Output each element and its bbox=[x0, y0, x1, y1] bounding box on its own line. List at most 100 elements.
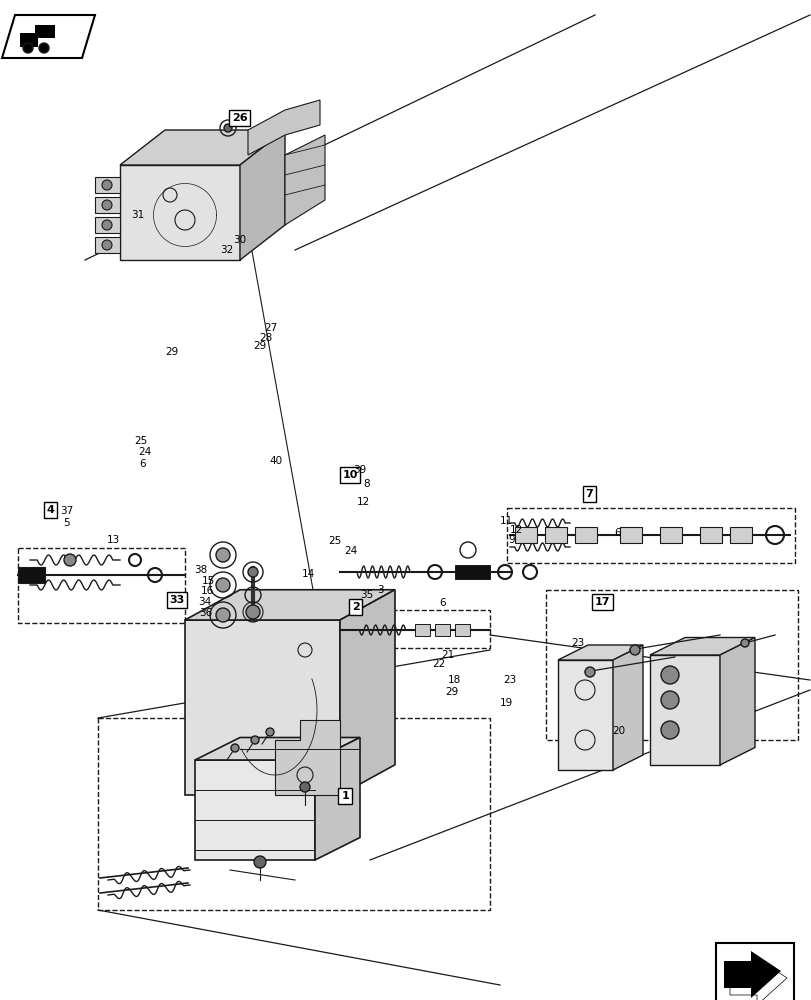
Text: 1: 1 bbox=[341, 791, 349, 801]
Text: 37: 37 bbox=[60, 506, 73, 516]
Polygon shape bbox=[574, 527, 596, 543]
Circle shape bbox=[230, 744, 238, 752]
Text: 21: 21 bbox=[440, 650, 453, 660]
Text: 27: 27 bbox=[264, 323, 277, 333]
Text: 4: 4 bbox=[46, 505, 54, 515]
Text: 29: 29 bbox=[165, 347, 178, 357]
Polygon shape bbox=[285, 135, 324, 225]
Circle shape bbox=[216, 548, 230, 562]
Polygon shape bbox=[315, 738, 359, 860]
Polygon shape bbox=[514, 527, 536, 543]
Text: 26: 26 bbox=[231, 113, 247, 123]
Polygon shape bbox=[719, 638, 754, 765]
Circle shape bbox=[247, 567, 258, 577]
Polygon shape bbox=[649, 655, 719, 765]
Polygon shape bbox=[95, 197, 120, 213]
Polygon shape bbox=[120, 130, 285, 165]
Circle shape bbox=[64, 554, 76, 566]
Circle shape bbox=[251, 736, 259, 744]
Text: 10: 10 bbox=[342, 470, 357, 480]
Text: 6: 6 bbox=[439, 598, 445, 608]
Text: 29: 29 bbox=[444, 687, 457, 697]
Text: 12: 12 bbox=[357, 497, 370, 507]
Text: 12: 12 bbox=[509, 525, 522, 535]
Text: 30: 30 bbox=[233, 235, 246, 245]
Text: 7: 7 bbox=[585, 489, 593, 499]
Polygon shape bbox=[723, 951, 780, 998]
Polygon shape bbox=[715, 943, 793, 1000]
Polygon shape bbox=[620, 527, 642, 543]
Polygon shape bbox=[435, 624, 449, 636]
Polygon shape bbox=[185, 620, 340, 795]
Text: 20: 20 bbox=[611, 726, 624, 736]
Text: 5: 5 bbox=[63, 518, 70, 528]
Polygon shape bbox=[20, 25, 55, 47]
Circle shape bbox=[660, 691, 678, 709]
Circle shape bbox=[254, 856, 266, 868]
Text: 34: 34 bbox=[198, 597, 211, 607]
Circle shape bbox=[102, 200, 112, 210]
Circle shape bbox=[246, 605, 260, 619]
Polygon shape bbox=[275, 720, 340, 795]
Text: 2: 2 bbox=[351, 602, 359, 612]
Text: 6: 6 bbox=[139, 459, 145, 469]
Text: 8: 8 bbox=[363, 479, 370, 489]
Text: 11: 11 bbox=[500, 516, 513, 526]
Text: 39: 39 bbox=[353, 465, 366, 475]
Text: 33: 33 bbox=[169, 595, 184, 605]
Text: 31: 31 bbox=[131, 210, 144, 220]
Polygon shape bbox=[240, 130, 285, 260]
Text: 18: 18 bbox=[448, 675, 461, 685]
Text: 14: 14 bbox=[302, 569, 315, 579]
Text: 40: 40 bbox=[269, 456, 282, 466]
Circle shape bbox=[224, 124, 232, 132]
Polygon shape bbox=[699, 527, 721, 543]
Text: 25: 25 bbox=[328, 536, 341, 546]
Circle shape bbox=[102, 220, 112, 230]
Text: 28: 28 bbox=[260, 333, 272, 343]
Text: 24: 24 bbox=[138, 447, 151, 457]
Text: 6: 6 bbox=[613, 528, 620, 538]
Circle shape bbox=[660, 666, 678, 684]
Text: 38: 38 bbox=[194, 565, 207, 575]
Circle shape bbox=[23, 43, 33, 53]
Circle shape bbox=[740, 639, 748, 647]
Text: 23: 23 bbox=[571, 638, 584, 648]
Text: 13: 13 bbox=[107, 535, 120, 545]
Polygon shape bbox=[454, 624, 470, 636]
Text: 23: 23 bbox=[503, 675, 516, 685]
Polygon shape bbox=[95, 177, 120, 193]
Polygon shape bbox=[2, 15, 95, 58]
Polygon shape bbox=[557, 645, 642, 660]
Polygon shape bbox=[340, 590, 394, 795]
Polygon shape bbox=[185, 590, 394, 620]
Polygon shape bbox=[195, 760, 315, 860]
Text: 36: 36 bbox=[199, 608, 212, 618]
Polygon shape bbox=[454, 565, 489, 579]
Polygon shape bbox=[95, 237, 120, 253]
Polygon shape bbox=[95, 217, 120, 233]
Text: 16: 16 bbox=[201, 586, 214, 596]
Text: 24: 24 bbox=[344, 546, 357, 556]
Polygon shape bbox=[544, 527, 566, 543]
Text: 17: 17 bbox=[594, 597, 610, 607]
Polygon shape bbox=[195, 738, 359, 760]
Polygon shape bbox=[557, 660, 612, 770]
Circle shape bbox=[216, 608, 230, 622]
Text: 3: 3 bbox=[376, 585, 383, 595]
Text: 35: 35 bbox=[360, 590, 373, 600]
Circle shape bbox=[102, 240, 112, 250]
Circle shape bbox=[299, 782, 310, 792]
Circle shape bbox=[102, 180, 112, 190]
Polygon shape bbox=[649, 638, 754, 655]
Circle shape bbox=[629, 645, 639, 655]
Circle shape bbox=[39, 43, 49, 53]
Polygon shape bbox=[120, 165, 240, 260]
Circle shape bbox=[266, 728, 273, 736]
Polygon shape bbox=[612, 645, 642, 770]
Circle shape bbox=[660, 721, 678, 739]
Polygon shape bbox=[729, 527, 751, 543]
Text: 29: 29 bbox=[253, 341, 266, 351]
Text: 19: 19 bbox=[500, 698, 513, 708]
Text: 22: 22 bbox=[432, 659, 445, 669]
